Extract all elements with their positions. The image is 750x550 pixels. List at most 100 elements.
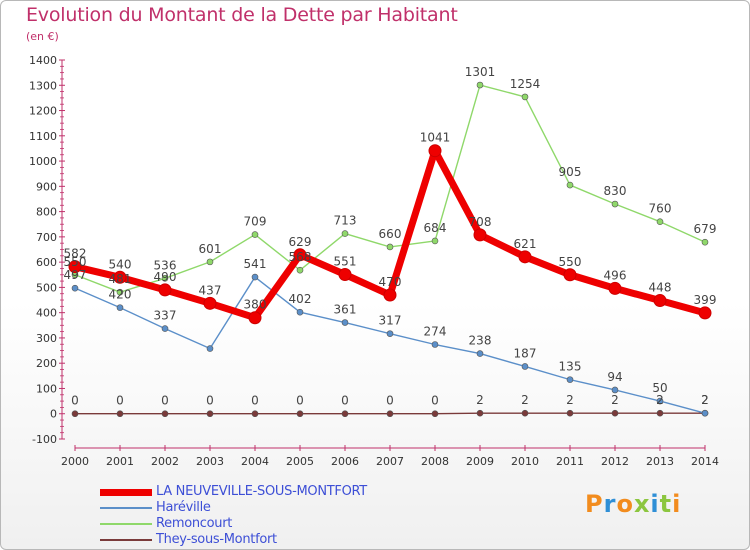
data-point	[206, 258, 214, 266]
data-point	[341, 410, 349, 418]
data-label: 2	[701, 393, 709, 407]
data-label: 0	[431, 394, 439, 408]
data-label: 0	[386, 394, 394, 408]
data-label: 0	[296, 394, 304, 408]
data-label: 550	[559, 255, 582, 269]
data-point	[341, 319, 349, 326]
data-label: 399	[694, 293, 717, 307]
data-label: 380	[244, 298, 267, 312]
data-point	[293, 248, 307, 262]
data-label: 684	[424, 221, 447, 235]
y-tick-label: 200	[36, 357, 57, 370]
data-label: 187	[514, 346, 537, 360]
data-label: 568	[289, 250, 312, 264]
data-label: 0	[341, 394, 349, 408]
y-tick-label: 700	[36, 231, 57, 244]
x-tick-label: 2009	[466, 455, 494, 468]
legend-label: They-sous-Montfort	[156, 532, 277, 547]
logo-letter: t	[659, 490, 673, 518]
data-point	[161, 325, 169, 332]
data-label: 2	[566, 393, 574, 407]
legend-label: LA NEUVEVILLE-SOUS-MONTFORT	[156, 484, 367, 499]
data-point	[203, 296, 217, 310]
data-label: 679	[694, 222, 717, 236]
data-point	[431, 237, 439, 245]
data-label: 437	[199, 283, 222, 297]
data-label: 2	[476, 393, 484, 407]
data-point	[611, 386, 619, 394]
legend-swatch	[100, 523, 152, 525]
data-label: 402	[289, 292, 312, 306]
data-point	[113, 270, 127, 284]
data-point	[158, 283, 172, 297]
y-tick-label: 400	[36, 307, 57, 320]
chart-title: Evolution du Montant de la Dette par Hab…	[26, 4, 458, 26]
logo-letter: o	[616, 490, 634, 518]
y-tick-label: 0	[50, 408, 57, 421]
data-point	[161, 410, 169, 418]
data-label: 582	[64, 247, 87, 261]
y-tick-label: 1400	[29, 54, 57, 67]
data-point	[566, 376, 574, 383]
x-tick-label: 2002	[151, 455, 179, 468]
logo-letter: i	[672, 490, 682, 518]
y-tick-label: 100	[36, 382, 57, 395]
data-point	[383, 288, 397, 302]
data-point	[428, 144, 442, 158]
data-point	[431, 410, 439, 418]
y-tick-label: 500	[36, 281, 57, 294]
data-label: 420	[109, 288, 132, 302]
data-label: 0	[161, 394, 169, 408]
logo-letter: P	[585, 490, 604, 518]
data-point	[206, 345, 214, 352]
x-tick-label: 2010	[511, 455, 539, 468]
data-point	[386, 330, 394, 337]
data-point	[518, 250, 532, 264]
data-point	[608, 281, 622, 295]
data-point	[611, 409, 619, 417]
data-label: 905	[559, 165, 582, 179]
data-label: 0	[206, 394, 214, 408]
data-point	[701, 409, 709, 417]
data-point	[296, 266, 304, 274]
x-tick-label: 2011	[556, 455, 584, 468]
data-label: 551	[334, 255, 357, 269]
data-label: 601	[199, 242, 222, 256]
x-tick-label: 2000	[61, 455, 89, 468]
data-point	[476, 409, 484, 417]
data-label: 0	[71, 394, 79, 408]
y-tick-label: 300	[36, 332, 57, 345]
data-point	[296, 308, 304, 316]
y-tick-label: -100	[32, 433, 57, 446]
x-tick-label: 2005	[286, 455, 314, 468]
legend-label: Remoncourt	[156, 516, 233, 531]
y-tick-label: 1200	[29, 105, 57, 118]
y-tick-label: 1000	[29, 155, 57, 168]
x-tick-label: 2001	[106, 455, 134, 468]
data-label: 337	[154, 309, 177, 323]
data-label: 550	[64, 255, 87, 269]
y-tick-label: 900	[36, 180, 57, 193]
data-label: 50	[652, 381, 667, 395]
data-label: 448	[649, 281, 672, 295]
x-tick-label: 2008	[421, 455, 449, 468]
data-label: 1301	[465, 65, 496, 79]
data-label: 490	[154, 270, 177, 284]
x-tick-label: 2012	[601, 455, 629, 468]
data-point	[251, 273, 259, 281]
data-point	[566, 409, 574, 417]
data-label: 713	[334, 214, 357, 228]
y-tick-label: 600	[36, 256, 57, 269]
data-point	[71, 284, 79, 292]
data-label: 317	[379, 314, 402, 328]
data-label: 497	[64, 268, 87, 282]
legend-swatch	[100, 539, 152, 541]
data-point	[386, 243, 394, 251]
x-tick-label: 2013	[646, 455, 674, 468]
data-point	[653, 294, 667, 308]
data-point	[341, 230, 349, 237]
data-point	[161, 275, 169, 282]
data-label: 2	[611, 393, 619, 407]
y-tick-label: 800	[36, 206, 57, 219]
data-label: 94	[607, 370, 622, 384]
